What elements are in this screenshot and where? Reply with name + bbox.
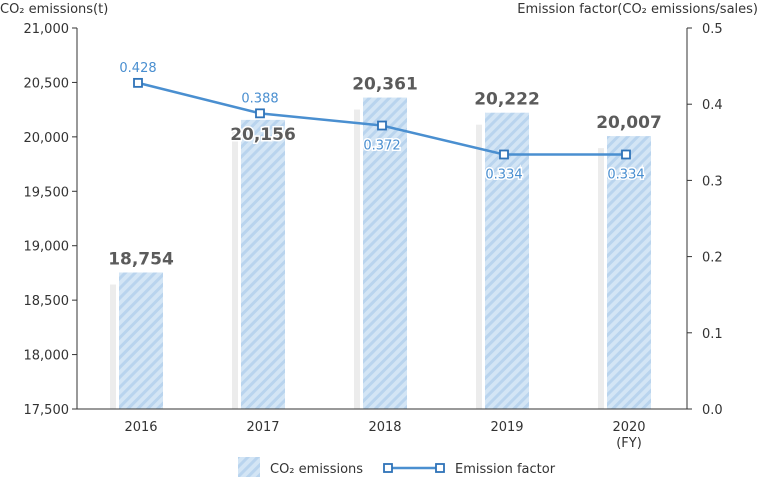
bar-2016 bbox=[119, 272, 163, 409]
bar-shadow bbox=[598, 148, 604, 409]
left-axis-tick-label: 21,000 bbox=[24, 22, 70, 37]
right-axis-tick-label: 0.1 bbox=[702, 327, 723, 342]
bar-value-label: 20,361 bbox=[352, 75, 418, 95]
bar-2017 bbox=[241, 119, 285, 409]
x-tick-label: 2017 bbox=[246, 420, 279, 435]
line-value-label: 0.372 bbox=[363, 139, 400, 154]
bar-2019 bbox=[485, 112, 529, 409]
left-axis-tick-label: 20,000 bbox=[24, 131, 70, 146]
right-axis-tick-label: 0.5 bbox=[702, 22, 723, 37]
bar-2020 bbox=[607, 136, 651, 409]
x-tick-label: 2019 bbox=[490, 420, 523, 435]
line-point-2016 bbox=[133, 77, 143, 88]
bar-value-label: 20,222 bbox=[474, 90, 540, 110]
left-axis-tick-label: 20,500 bbox=[24, 76, 70, 91]
line-value-label: 0.428 bbox=[119, 61, 156, 76]
right-axis-label: Emission factor(CO₂ emissions/sales) bbox=[517, 2, 758, 17]
x-tick-label: 2016 bbox=[124, 420, 157, 435]
bar-shadow bbox=[232, 131, 238, 409]
left-axis-label: CO₂ emissions(t) bbox=[0, 2, 108, 17]
left-axis-tick-label: 17,500 bbox=[24, 403, 70, 418]
legend-line-label: Emission factor bbox=[455, 462, 556, 477]
bar-shadow bbox=[476, 124, 482, 409]
bar-2018 bbox=[363, 97, 407, 409]
line-point-2019 bbox=[499, 149, 509, 160]
legend-bar-label: CO₂ emissions bbox=[270, 462, 363, 477]
bar-shadow bbox=[354, 109, 360, 409]
line-point-2020 bbox=[621, 149, 631, 160]
line-value-label: 0.334 bbox=[607, 167, 644, 182]
bar-value-label: 20,156 bbox=[230, 125, 296, 145]
legend-bar-swatch bbox=[238, 457, 260, 479]
line-value-label: 0.334 bbox=[485, 167, 522, 182]
right-axis-tick-label: 0.3 bbox=[702, 174, 723, 189]
right-axis-tick-label: 0.4 bbox=[702, 98, 723, 113]
bar-shadow bbox=[110, 284, 116, 409]
bar-value-label: 20,007 bbox=[596, 113, 662, 133]
x-tick-sublabel: (FY) bbox=[616, 436, 642, 451]
left-axis-tick-label: 19,000 bbox=[24, 240, 70, 255]
x-tick-label: 2020 bbox=[612, 420, 645, 435]
line-point-2017 bbox=[255, 108, 265, 119]
right-axis-tick-label: 0.2 bbox=[702, 251, 723, 266]
bar-value-label: 18,754 bbox=[108, 249, 174, 269]
legend-line-marker bbox=[383, 463, 393, 473]
line-point-2018 bbox=[377, 120, 387, 131]
line-value-label: 0.388 bbox=[241, 91, 278, 106]
left-axis-tick-label: 19,500 bbox=[24, 185, 70, 200]
legend-line-marker bbox=[435, 463, 445, 473]
left-axis-tick-label: 18,000 bbox=[24, 349, 70, 364]
x-tick-label: 2018 bbox=[368, 420, 401, 435]
left-axis-tick-label: 18,500 bbox=[24, 294, 70, 309]
right-axis-tick-label: 0.0 bbox=[702, 403, 723, 418]
